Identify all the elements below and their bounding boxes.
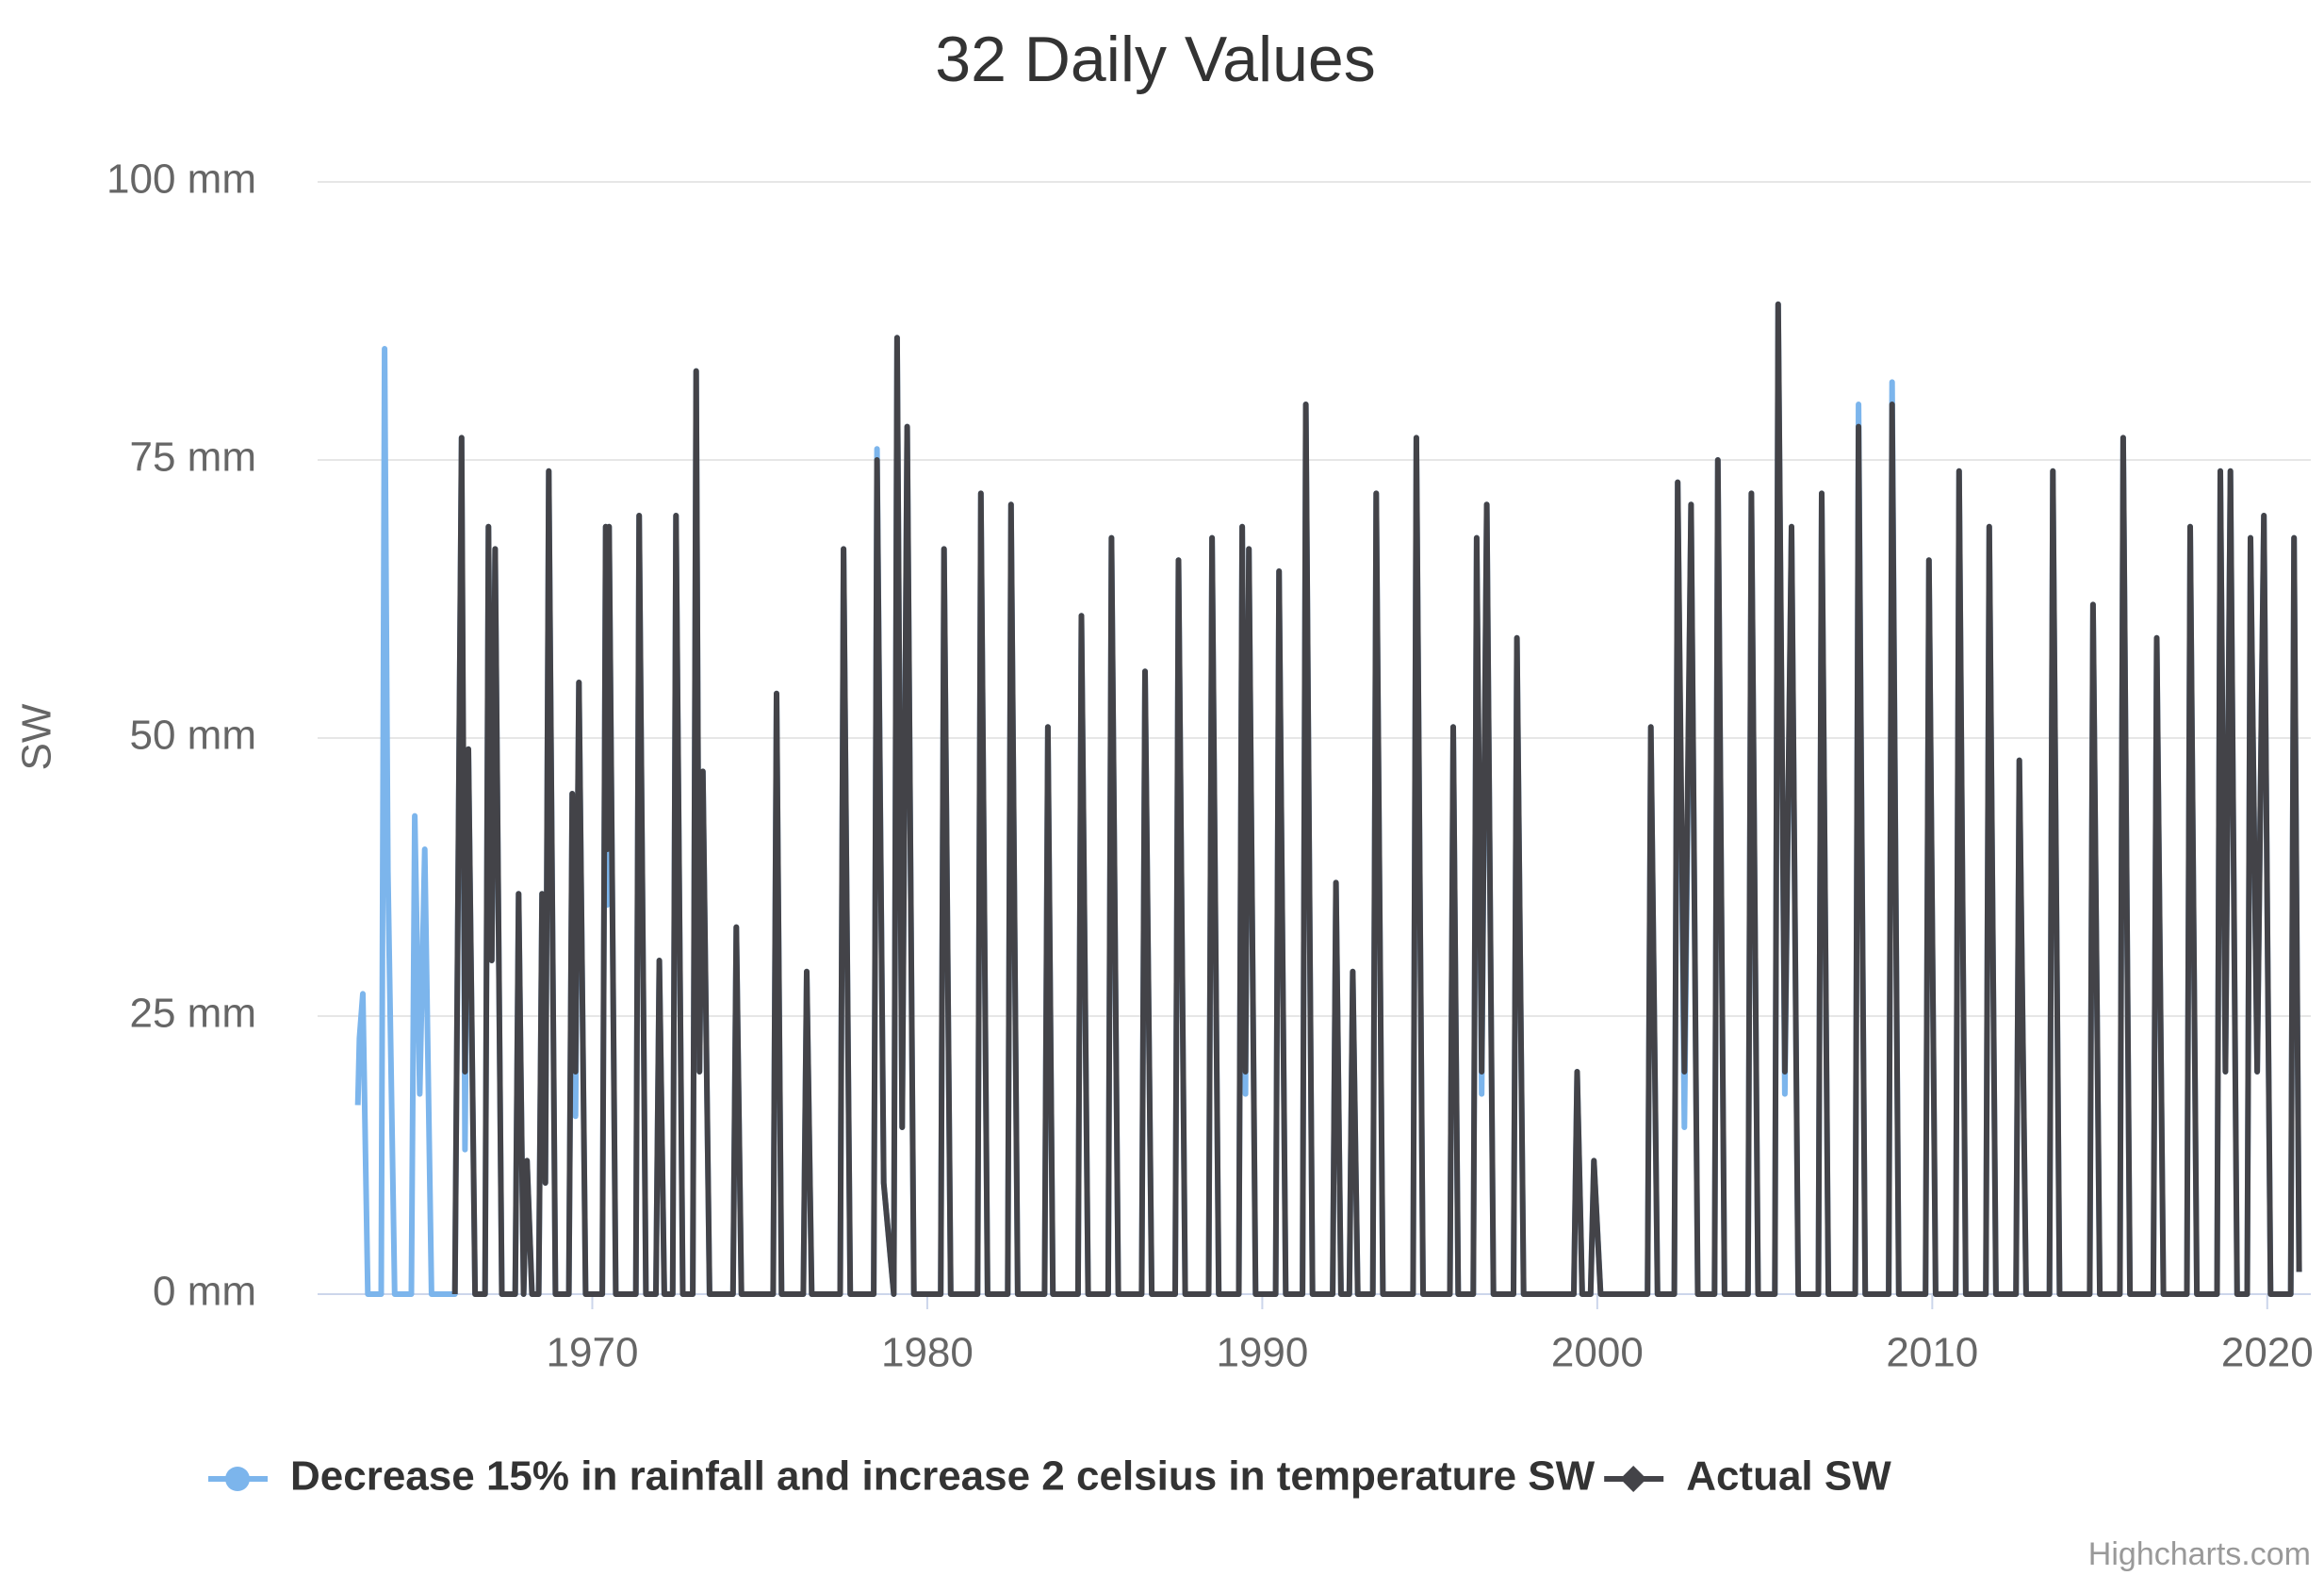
x-tick-label: 2000 xyxy=(1551,1330,1644,1376)
x-tick-label: 2020 xyxy=(2221,1330,2314,1376)
x-tick-label: 2010 xyxy=(1886,1330,1978,1376)
y-tick-label: 0 mm xyxy=(153,1269,256,1315)
y-tick-label: 100 mm xyxy=(106,156,256,203)
chart-title: 32 Daily Values xyxy=(935,24,1375,95)
y-tick-label: 25 mm xyxy=(130,991,256,1037)
legend-item[interactable]: Actual SW xyxy=(1604,1453,1891,1500)
credits[interactable]: Highcharts.com xyxy=(2088,1536,2311,1572)
x-tick-label: 1970 xyxy=(547,1330,639,1376)
y-axis-title: SW xyxy=(14,703,60,770)
legend-item[interactable]: Decrease 15% in rainfall and increase 2 … xyxy=(208,1453,1596,1500)
legend-label: Actual SW xyxy=(1686,1453,1891,1500)
x-tick-label: 1980 xyxy=(881,1330,974,1376)
legend-marker xyxy=(225,1467,250,1491)
legend-marker xyxy=(1620,1466,1647,1492)
x-tick-label: 1990 xyxy=(1216,1330,1308,1376)
legend-label: Decrease 15% in rainfall and increase 2 … xyxy=(290,1453,1596,1500)
series-line xyxy=(451,301,2302,1297)
y-tick-label: 75 mm xyxy=(130,435,256,481)
y-tick-label: 50 mm xyxy=(130,713,256,759)
